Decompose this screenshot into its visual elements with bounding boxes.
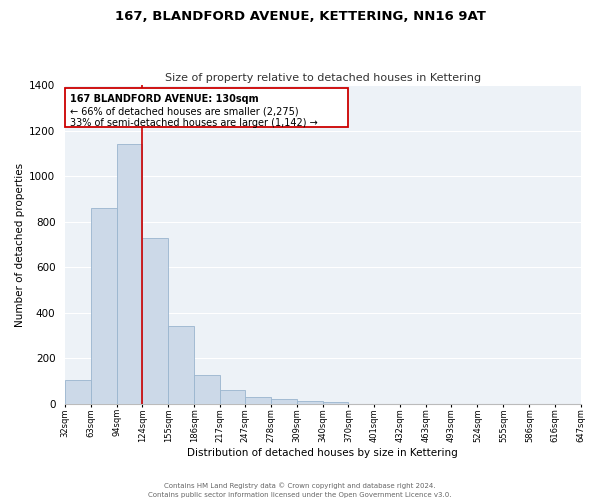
X-axis label: Distribution of detached houses by size in Kettering: Distribution of detached houses by size … <box>187 448 458 458</box>
Bar <box>91 208 117 404</box>
Bar <box>65 380 91 404</box>
Text: 167, BLANDFORD AVENUE, KETTERING, NN16 9AT: 167, BLANDFORD AVENUE, KETTERING, NN16 9… <box>115 10 485 23</box>
Text: ← 66% of detached houses are smaller (2,275): ← 66% of detached houses are smaller (2,… <box>70 106 299 116</box>
Text: Contains HM Land Registry data © Crown copyright and database right 2024.: Contains HM Land Registry data © Crown c… <box>164 482 436 489</box>
Text: 167 BLANDFORD AVENUE: 130sqm: 167 BLANDFORD AVENUE: 130sqm <box>70 94 259 104</box>
Bar <box>297 400 323 404</box>
Bar <box>168 326 194 404</box>
Bar <box>194 375 220 404</box>
Bar <box>142 238 168 404</box>
Bar <box>245 396 271 404</box>
Text: 33% of semi-detached houses are larger (1,142) →: 33% of semi-detached houses are larger (… <box>70 118 318 128</box>
Title: Size of property relative to detached houses in Kettering: Size of property relative to detached ho… <box>165 73 481 83</box>
Y-axis label: Number of detached properties: Number of detached properties <box>15 162 25 326</box>
Bar <box>323 402 349 404</box>
Text: Contains public sector information licensed under the Open Government Licence v3: Contains public sector information licen… <box>148 492 452 498</box>
Bar <box>117 144 142 404</box>
Bar <box>271 399 297 404</box>
Bar <box>220 390 245 404</box>
FancyBboxPatch shape <box>65 88 349 126</box>
